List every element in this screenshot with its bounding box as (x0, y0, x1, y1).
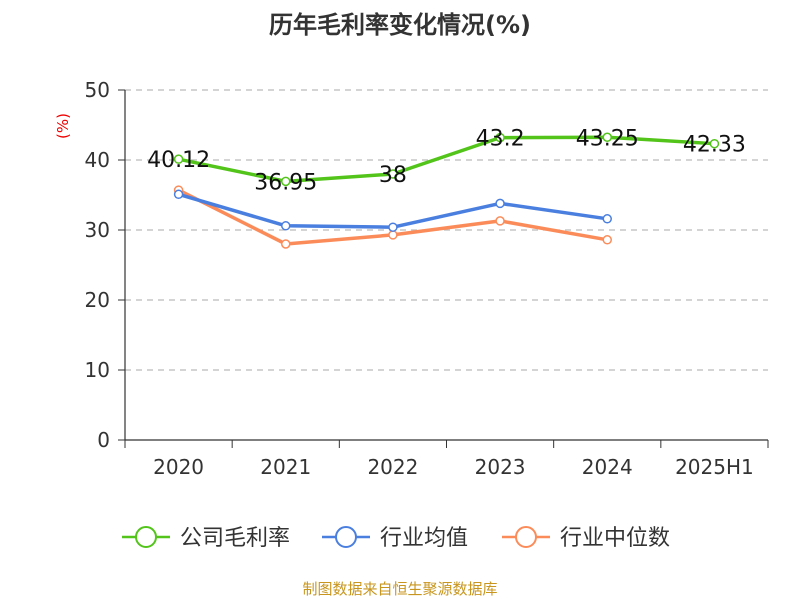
data-point (602, 235, 612, 245)
source-note: 制图数据来自恒生聚源数据库 (302, 580, 497, 598)
y-tick-label: 40 (85, 148, 110, 172)
legend-marker (135, 526, 157, 548)
data-point (173, 154, 184, 164)
x-tick-label: 2025H1 (675, 455, 754, 479)
data-label: 43.2 (476, 127, 525, 152)
data-point (281, 221, 291, 231)
data-point (495, 216, 505, 226)
data-point (388, 230, 398, 240)
data-point (281, 239, 291, 249)
data-label: 40.12 (147, 148, 210, 173)
y-axis-label: (%) (54, 113, 72, 139)
data-point (281, 176, 291, 187)
x-tick-label: 2021 (260, 455, 311, 479)
data-point (709, 138, 720, 149)
y-tick-label: 10 (85, 358, 110, 382)
data-point (388, 169, 398, 179)
legend-marker (335, 526, 357, 548)
x-tick-label: 2024 (582, 455, 633, 479)
y-tick-label: 30 (85, 218, 110, 242)
data-point (388, 222, 398, 232)
data-point (495, 198, 505, 209)
data-point (602, 214, 612, 224)
data-label: 36.95 (254, 170, 317, 195)
x-tick-label: 2020 (153, 455, 204, 479)
legend-label: 行业均值 (380, 526, 468, 551)
legend-label: 公司毛利率 (180, 526, 290, 551)
legend-label: 行业中位数 (560, 526, 670, 551)
x-tick-label: 2023 (475, 455, 526, 479)
data-point (495, 132, 505, 143)
series-line (178, 135, 715, 184)
legend-marker (515, 526, 537, 548)
y-tick-label: 0 (97, 428, 110, 452)
y-tick-label: 50 (85, 78, 110, 102)
data-point (173, 189, 184, 200)
chart-title: 历年毛利率变化情况(%) (269, 11, 531, 39)
data-point (602, 132, 612, 142)
y-tick-label: 20 (85, 288, 110, 312)
data-label: 43.25 (576, 126, 639, 151)
data-label: 38 (379, 163, 407, 188)
x-tick-label: 2022 (367, 455, 418, 479)
data-label: 42.33 (683, 133, 746, 158)
